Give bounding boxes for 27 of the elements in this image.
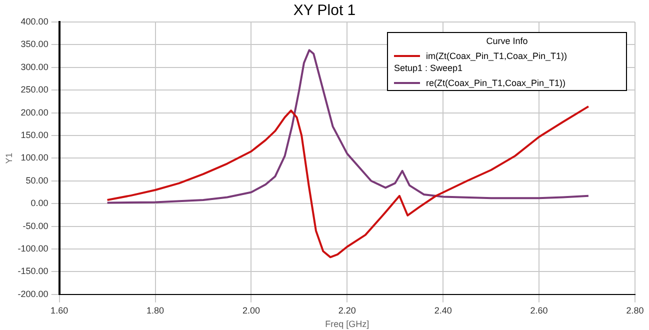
x-tick-label: 2.60 <box>530 305 548 316</box>
y-tick-label: -200.00 <box>18 288 48 299</box>
x-axis-title: Freq [GHz] <box>325 319 370 330</box>
y-tick-label: 150.00 <box>20 130 48 140</box>
y-tick-label: 200.00 <box>20 107 48 118</box>
x-tick-label: 1.60 <box>50 305 68 316</box>
y-tick-label: 100.00 <box>20 152 48 163</box>
y-tick-label: -150.00 <box>18 266 48 276</box>
annotation: Setup1 : Sweep1 <box>393 63 464 75</box>
y-tick-label: 0.00 <box>30 198 48 208</box>
chart-title: XY Plot 1 <box>293 2 356 19</box>
y-tick-label: -100.00 <box>18 243 48 254</box>
y-tick-label: 400.00 <box>20 16 48 26</box>
y-tick-label: 50.00 <box>26 175 48 186</box>
y-tick-label: 250.00 <box>20 84 48 95</box>
x-tick-label: 1.80 <box>146 305 164 316</box>
y-tick-label: 350.00 <box>20 39 48 50</box>
legend-label: im(Zt(Coax_Pin_T1,Coax_Pin_T1)) <box>426 51 568 61</box>
x-tick-label: 2.80 <box>626 305 644 316</box>
legend-label: re(Zt(Coax_Pin_T1,Coax_Pin_T1)) <box>426 78 566 88</box>
x-tick-label: 2.00 <box>242 305 260 316</box>
legend-title: Curve Info <box>485 35 529 48</box>
x-tick-label: 2.40 <box>434 305 452 316</box>
y-tick-label: 300.00 <box>20 62 48 72</box>
y-tick-label: -50.00 <box>22 220 48 231</box>
y-axis-title: Y1 <box>4 152 14 164</box>
x-tick-label: 2.20 <box>338 305 356 316</box>
